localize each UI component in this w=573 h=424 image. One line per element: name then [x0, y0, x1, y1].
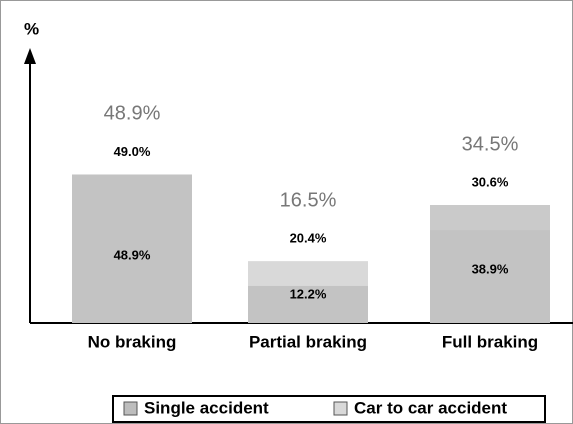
total-label: 34.5%	[462, 133, 519, 155]
bar	[72, 174, 192, 323]
value-label: 30.6%	[472, 174, 509, 189]
legend	[112, 395, 546, 423]
value-label: 20.4%	[290, 231, 327, 246]
total-label: 48.9%	[104, 103, 161, 125]
total-label: 16.5%	[280, 189, 337, 211]
bar	[430, 205, 550, 323]
legend-label: Car to car accident	[354, 398, 507, 417]
x-tick-label: Full braking	[442, 332, 538, 351]
legend-label: Single accident	[144, 398, 269, 417]
legend-swatch	[333, 401, 348, 416]
legend-swatch	[123, 401, 138, 416]
x-tick-label: Partial braking	[249, 332, 367, 351]
y-axis-label: %	[24, 19, 39, 38]
value-label: 38.9%	[472, 261, 509, 276]
value-label: 12.2%	[290, 287, 327, 302]
value-label: 49.0%	[114, 144, 151, 159]
bar	[248, 285, 368, 323]
y-axis-arrow	[24, 48, 36, 64]
x-tick-label: No braking	[88, 332, 177, 351]
value-label: 48.9%	[114, 248, 151, 263]
